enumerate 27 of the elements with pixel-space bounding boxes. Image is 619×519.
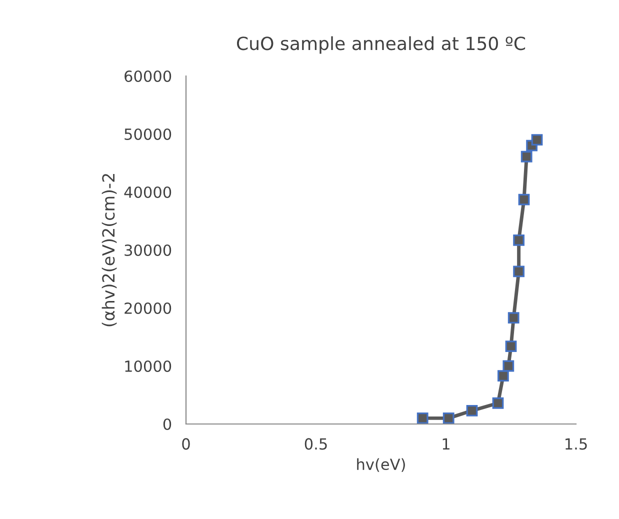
y-tick-label: 0	[163, 418, 172, 430]
point	[531, 134, 543, 146]
point	[416, 412, 428, 424]
point	[520, 150, 532, 162]
point	[492, 397, 504, 409]
y-tick-label: 30000	[124, 244, 172, 256]
point	[442, 412, 454, 424]
point	[518, 194, 530, 206]
point	[505, 340, 517, 352]
point	[513, 234, 524, 246]
chart-title: CuO sample annealed at 150 ºC	[236, 36, 526, 54]
y-tick-label: 20000	[124, 302, 172, 314]
y-tick-label: 50000	[124, 128, 172, 140]
y-tick-label: 60000	[124, 70, 172, 82]
y-tick-label: 40000	[124, 186, 172, 198]
x-tick-label: 0	[182, 438, 190, 450]
y-axis-title: (αhv)2(eV)2(cm)-2	[102, 174, 117, 326]
point	[466, 404, 478, 416]
y-tick-label: 10000	[125, 360, 172, 372]
x-tick-label: 1	[442, 438, 450, 450]
point	[502, 360, 514, 372]
x-tick-label: 1.5	[566, 438, 587, 450]
point	[513, 266, 524, 278]
x-tick-label: 0.5	[304, 438, 327, 450]
point	[498, 370, 509, 382]
point	[508, 312, 520, 324]
x-axis-title: hv(eV)	[357, 458, 405, 472]
